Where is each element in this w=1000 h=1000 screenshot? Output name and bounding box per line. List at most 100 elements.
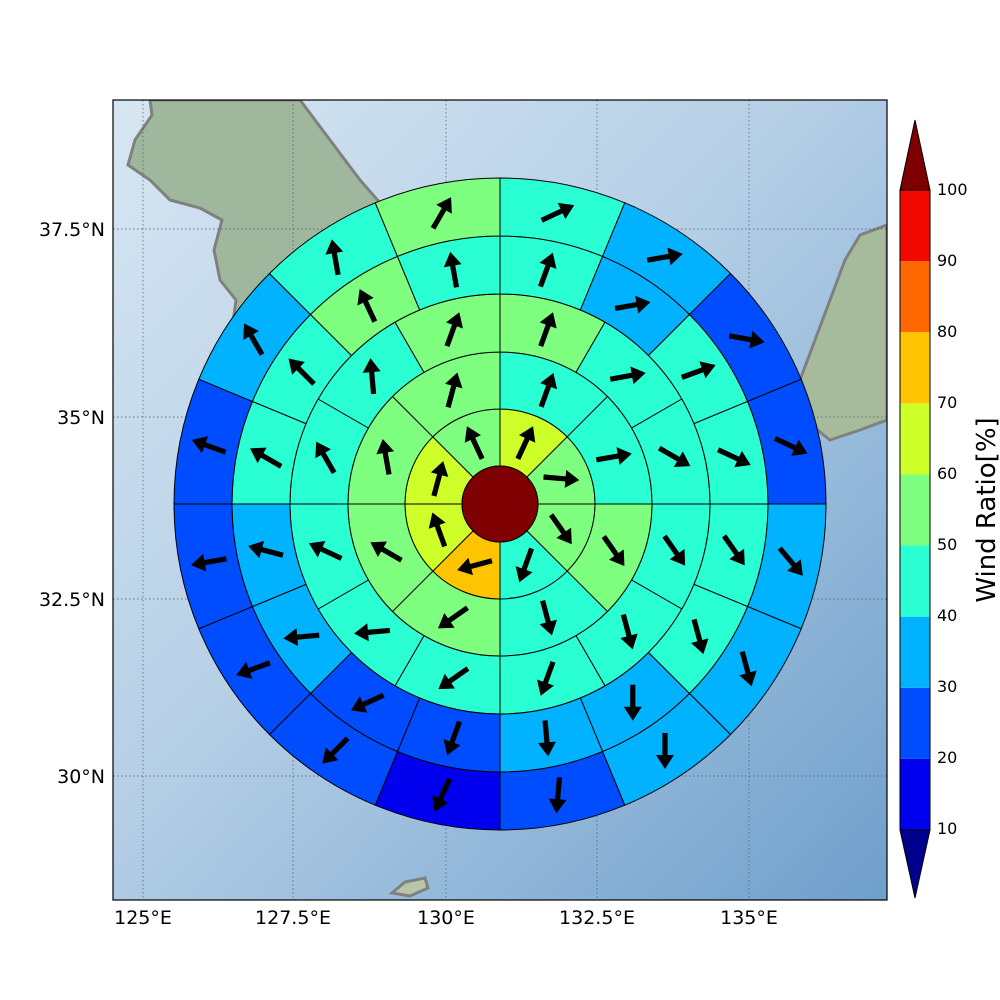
colorbar-segment xyxy=(900,545,930,617)
wind-arrow xyxy=(540,202,575,223)
wind-arrow xyxy=(595,447,632,465)
wind-arrow xyxy=(515,547,535,583)
wind-arrow xyxy=(457,557,493,576)
lon-tick-label: 125°E xyxy=(114,907,172,929)
wind-arrow xyxy=(438,666,470,690)
wind-arrow xyxy=(437,605,469,629)
wind-arrow xyxy=(243,323,265,356)
wind-arrow xyxy=(623,684,642,721)
wind-arrow xyxy=(548,513,572,545)
colorbar-tick-label: 40 xyxy=(937,606,957,625)
lon-tick-label: 127.5°E xyxy=(255,907,331,929)
wind-arrow xyxy=(716,447,751,468)
wind-arrow xyxy=(350,692,385,713)
wind-arrow xyxy=(601,535,625,567)
wind-arrow xyxy=(445,372,463,408)
wind-arrow xyxy=(548,777,567,814)
lat-tick-label: 32.5°N xyxy=(39,589,105,611)
wind-arrow xyxy=(444,312,463,347)
wind-arrow xyxy=(370,541,403,563)
wind-arrow xyxy=(646,247,683,266)
wind-arrow xyxy=(538,252,557,288)
wind-arrow xyxy=(656,732,675,769)
wind-arrow xyxy=(322,736,350,764)
colorbar-tick-label: 80 xyxy=(937,322,957,341)
wind-arrow xyxy=(432,777,453,812)
wind-arrow xyxy=(773,436,808,456)
wind-arrow xyxy=(614,295,651,314)
wind-arrow xyxy=(620,613,638,650)
wind-arrow xyxy=(539,600,557,636)
map-frame xyxy=(112,99,888,901)
wind-arrow xyxy=(248,540,284,559)
wind-arrow xyxy=(464,426,485,460)
wind-arrow xyxy=(777,546,803,576)
colorbar xyxy=(899,119,931,899)
colorbar-max-extend xyxy=(899,119,931,191)
wind-arrow xyxy=(190,553,227,572)
wind-arrow xyxy=(430,461,449,497)
lon-tick-label: 132.5°E xyxy=(559,907,635,929)
wind-arrow xyxy=(657,445,691,467)
wind-arrow xyxy=(538,720,556,757)
wind-arrow xyxy=(430,197,452,230)
wind-arrow xyxy=(538,312,557,347)
colorbar-tick-label: 100 xyxy=(937,180,968,199)
colorbar-segment xyxy=(900,687,930,759)
colorbar-tick-label: 20 xyxy=(937,748,957,767)
wind-arrow xyxy=(443,720,462,756)
colorbar-segment xyxy=(900,332,930,404)
center-sector xyxy=(461,465,539,543)
wind-arrow xyxy=(308,540,343,561)
wind-arrow xyxy=(191,436,227,455)
wind-arrow xyxy=(250,447,283,469)
wind-arrow xyxy=(315,441,337,475)
colorbar-tick-label: 10 xyxy=(937,819,957,838)
wind-arrows xyxy=(190,197,808,814)
wind-ratio-polar-grid xyxy=(173,177,827,831)
wind-arrow xyxy=(680,361,716,380)
wind-arrow xyxy=(691,618,709,655)
wind-arrow xyxy=(609,366,646,385)
wind-arrow xyxy=(236,660,271,679)
southern-islands xyxy=(388,876,430,898)
wind-arrow xyxy=(428,512,448,548)
wind-arrow xyxy=(543,469,580,488)
wind-arrow xyxy=(721,534,745,566)
lat-tick-label: 37.5°N xyxy=(39,219,105,241)
lon-tick-label: 135°E xyxy=(720,907,778,929)
wind-arrow xyxy=(283,628,320,647)
wind-arrow xyxy=(357,288,378,323)
colorbar-segment xyxy=(900,758,930,830)
wind-arrow xyxy=(739,650,757,687)
wind-arrow xyxy=(537,661,556,696)
lon-tick-label: 130°E xyxy=(417,907,475,929)
wind-arrow xyxy=(354,623,391,642)
colorbar-frame xyxy=(899,189,931,831)
colorbar-segment xyxy=(900,474,930,546)
lat-tick-label: 30°N xyxy=(57,766,105,788)
wind-arrow xyxy=(288,358,316,386)
colorbar-tick-label: 60 xyxy=(937,464,957,483)
wind-arrow xyxy=(362,358,381,395)
wind-arrow xyxy=(443,251,462,288)
longitude-tick-labels: 125°E 127.5°E 130°E 132.5°E 135°E xyxy=(114,907,778,929)
latitude-tick-labels: 37.5°N 35°N 32.5°N 30°N xyxy=(39,219,105,788)
wind-arrow xyxy=(515,426,536,460)
colorbar-segment xyxy=(900,190,930,262)
wind-arrow xyxy=(538,372,558,408)
wind-arrow xyxy=(325,239,344,276)
colorbar-segment xyxy=(900,403,930,475)
colorbar-tick-label: 30 xyxy=(937,677,957,696)
wind-arrow xyxy=(728,330,765,349)
colorbar-tick-label: 70 xyxy=(937,393,957,412)
colorbar-segment xyxy=(900,616,930,688)
wind-arrow xyxy=(662,534,686,566)
map-area xyxy=(112,99,888,901)
colorbar-tick-label: 90 xyxy=(937,251,957,270)
colorbar-label: Wind Ratio[%] xyxy=(972,417,1000,602)
colorbar-tick-label: 50 xyxy=(937,535,957,554)
wind-arrow xyxy=(376,439,395,475)
colorbar-min-extend xyxy=(899,829,931,899)
